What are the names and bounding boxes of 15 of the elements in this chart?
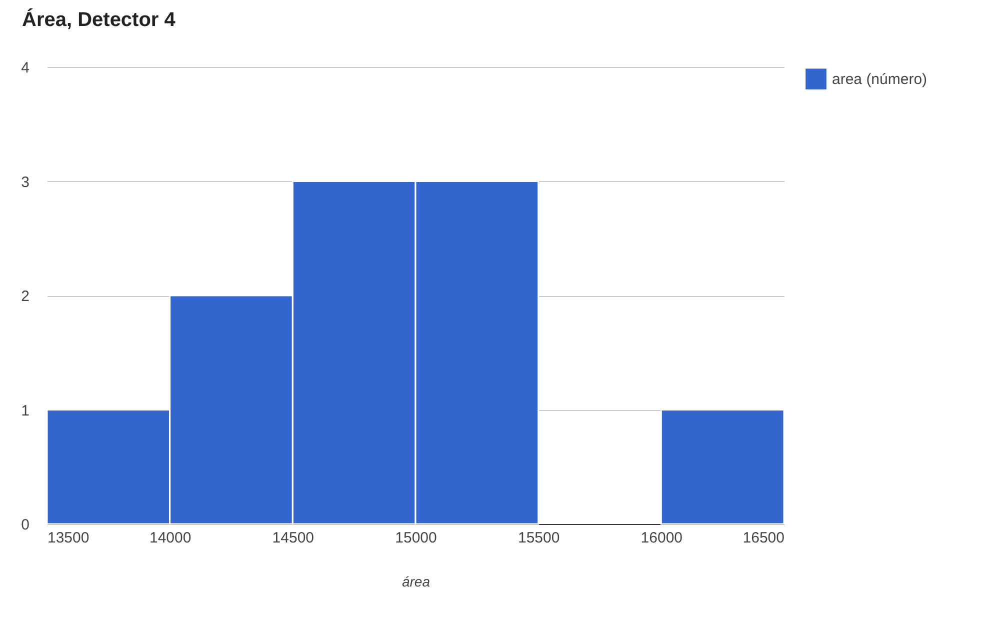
x-axis-title: área: [402, 574, 430, 590]
y-tick-label: 4: [21, 60, 30, 76]
x-tick-label: 16500: [742, 530, 784, 546]
x-tick-label: 15500: [518, 530, 560, 546]
legend-label: area (número): [832, 71, 928, 88]
chart-title: Área, Detector 4: [22, 8, 176, 31]
x-tick-label: 15000: [395, 530, 437, 546]
y-tick-label: 1: [21, 402, 30, 420]
x-tick-label: 14000: [149, 530, 192, 546]
y-tick-label: 2: [21, 288, 30, 305]
x-tick-label: 13500: [48, 530, 90, 546]
x-tick-label: 14500: [272, 530, 314, 546]
y-tick-label: 3: [21, 174, 30, 191]
x-tick-label: 16000: [640, 530, 683, 546]
y-tick-label: 0: [21, 516, 30, 534]
